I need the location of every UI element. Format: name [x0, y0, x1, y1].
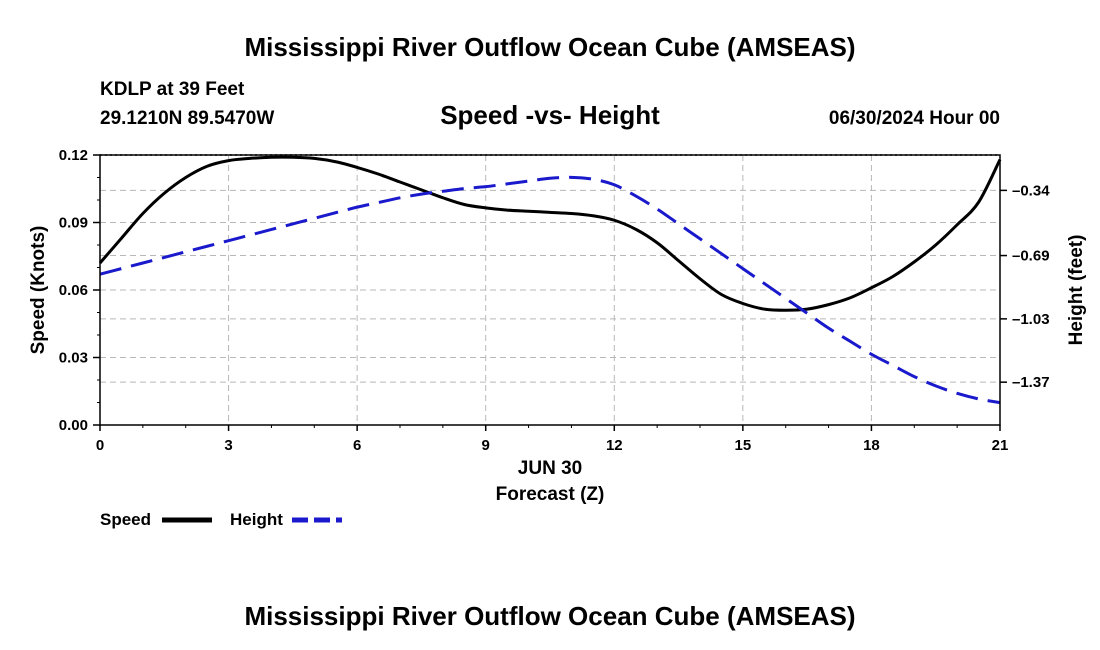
- y-right-tick-label: –0.34: [1012, 182, 1050, 199]
- x-tick-label: 21: [992, 437, 1009, 454]
- series-lines: [98, 155, 1002, 405]
- legend-label-height: Height: [230, 510, 283, 529]
- y-left-tick-label: 0.06: [59, 282, 88, 299]
- y-right-tick-label: –1.37: [1012, 374, 1050, 391]
- station-label: KDLP at 39 Feet: [100, 79, 245, 100]
- forecast-date: 06/30/2024 Hour 00: [829, 108, 1000, 129]
- y-left-tick-label: 0.12: [59, 147, 88, 164]
- chart-subtitle: Speed -vs- Height: [440, 100, 660, 130]
- station-coordinates: 29.1210N 89.5470W: [100, 108, 274, 129]
- x-tick-label: 12: [606, 437, 623, 454]
- x-tick-label: 9: [482, 437, 490, 454]
- axes: 0 3 6 9 12 15 18 21 0.00 0.03 0.06 0.09 0.12 –0.34 –0.…: [59, 147, 1050, 454]
- x-tick-label: 0: [96, 437, 104, 454]
- y-left-tick-label: 0.09: [59, 215, 88, 232]
- y-axis-right-label: Height (feet): [1066, 235, 1087, 346]
- x-tick-label: 6: [353, 437, 361, 454]
- series-line-height: [99, 175, 1001, 405]
- chart-main-title: Mississippi River Outflow Ocean Cube (AM…: [244, 32, 855, 62]
- series-line-speed: [98, 155, 1002, 312]
- x-axis-label: Forecast (Z): [496, 484, 605, 505]
- x-axis-date-label: JUN 30: [518, 458, 582, 479]
- y-right-tick-label: –0.69: [1012, 248, 1050, 265]
- y-right-tick-label: –1.03: [1012, 311, 1050, 328]
- footer-title: Mississippi River Outflow Ocean Cube (AM…: [244, 601, 855, 631]
- x-tick-label: 3: [224, 437, 232, 454]
- legend: Speed Height: [100, 510, 342, 529]
- x-tick-label: 18: [863, 437, 880, 454]
- y-left-tick-label: 0.00: [59, 417, 88, 434]
- grid-lines: [100, 155, 1000, 425]
- x-tick-label: 15: [735, 437, 752, 454]
- y-axis-left-label: Speed (Knots): [28, 226, 49, 355]
- y-left-tick-label: 0.03: [59, 350, 88, 367]
- legend-label-speed: Speed: [100, 510, 151, 529]
